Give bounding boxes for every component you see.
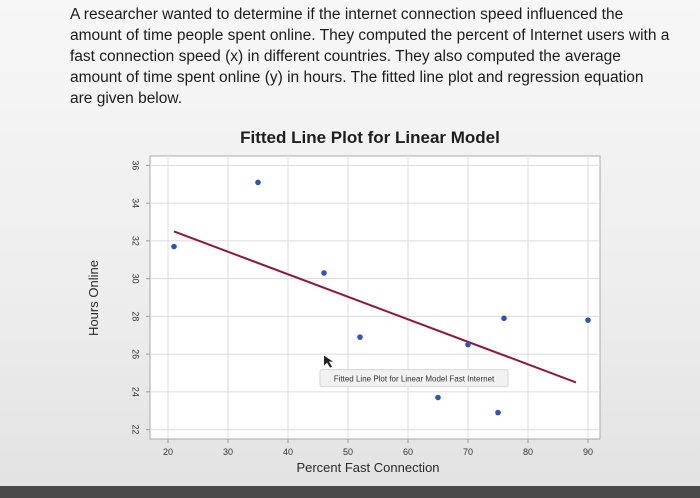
problem-text: A researcher wanted to determine if the … bbox=[70, 6, 670, 107]
data-point bbox=[501, 315, 507, 322]
y-tick-label: 28 bbox=[131, 311, 141, 321]
x-tick-label: 90 bbox=[583, 447, 593, 457]
x-tick-label: 40 bbox=[283, 447, 293, 457]
data-point bbox=[321, 270, 327, 276]
x-axis-ticks: 20 30 40 50 60 70 80 90 bbox=[163, 439, 593, 457]
data-points bbox=[171, 179, 591, 416]
y-tick-label: 32 bbox=[131, 236, 141, 246]
data-point bbox=[171, 243, 177, 250]
y-tick-label: 30 bbox=[131, 274, 141, 284]
y-tick-label: 26 bbox=[131, 349, 141, 359]
data-point bbox=[495, 409, 501, 416]
fit-line bbox=[173, 230, 577, 384]
x-tick-label: 60 bbox=[403, 447, 413, 457]
fit-line-group bbox=[173, 230, 577, 384]
y-tick-label: 22 bbox=[131, 425, 141, 435]
y-tick-label: 24 bbox=[131, 387, 141, 397]
x-tick-label: 80 bbox=[523, 447, 533, 457]
data-point bbox=[465, 341, 471, 348]
y-tick-label: 34 bbox=[131, 198, 141, 208]
data-point bbox=[585, 317, 591, 323]
x-tick-label: 70 bbox=[463, 447, 473, 457]
chart-title: Fitted Line Plot for Linear Model bbox=[240, 128, 500, 147]
x-tick-label: 30 bbox=[223, 447, 233, 457]
x-tick-label: 50 bbox=[343, 447, 353, 457]
y-axis-ticks: 22 24 26 28 30 32 34 36 bbox=[131, 160, 150, 435]
y-axis-label: Hours Online bbox=[86, 260, 101, 336]
data-point bbox=[255, 179, 261, 186]
cursor-icon bbox=[324, 355, 333, 368]
annotation-group: Fitted Line Plot for Linear Model Fast I… bbox=[319, 355, 509, 388]
bottom-bar bbox=[0, 486, 700, 498]
data-point bbox=[357, 334, 363, 340]
plot-area bbox=[149, 155, 601, 440]
x-tick-label: 20 bbox=[163, 447, 173, 457]
annotation-box bbox=[319, 369, 509, 388]
y-tick-label: 36 bbox=[131, 160, 141, 170]
data-point bbox=[435, 394, 441, 401]
x-axis-label: Percent Fast Connection bbox=[296, 460, 439, 475]
annotation-label: Fitted Line Plot for Linear Model Fast I… bbox=[334, 375, 495, 384]
